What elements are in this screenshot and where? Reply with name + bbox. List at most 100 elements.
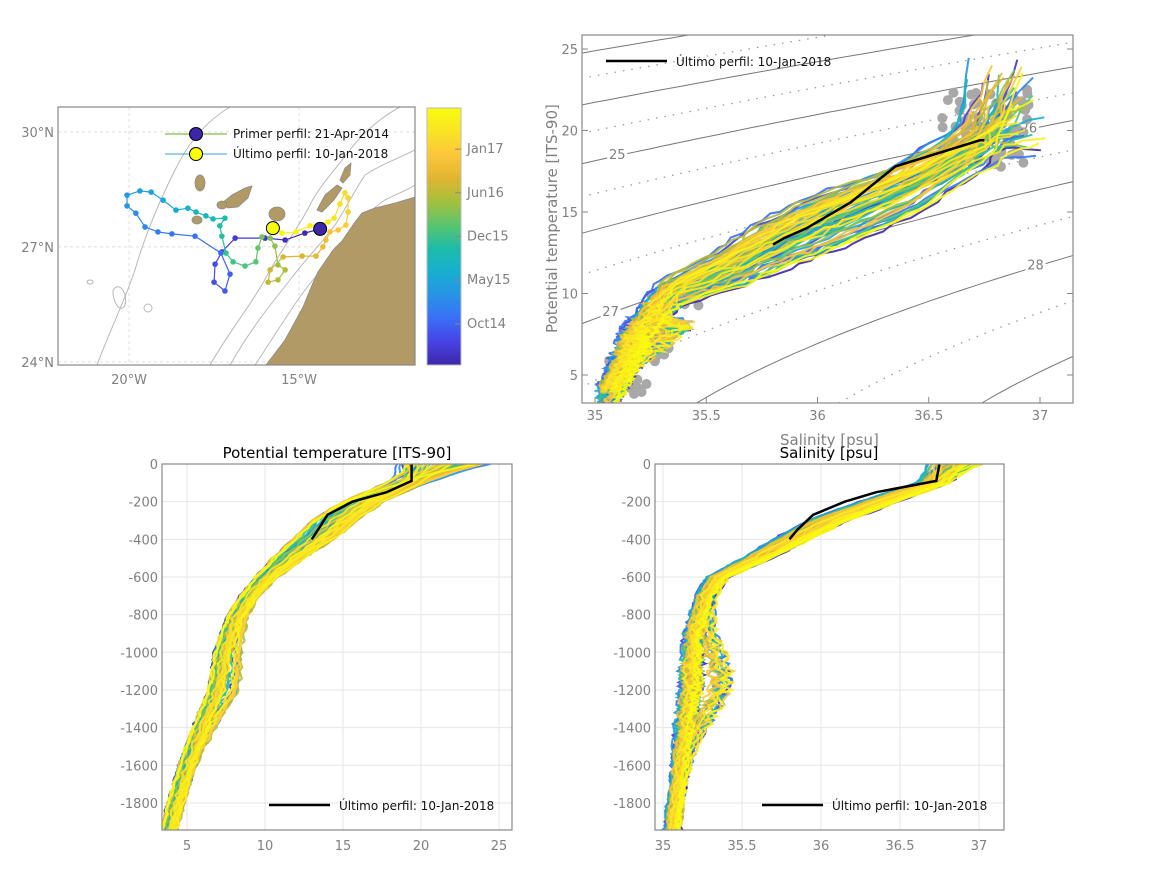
track-point [185,205,191,211]
temperature-profile-line [162,464,446,830]
island-fuerteventura [316,184,343,213]
island-gran-canaria [268,206,286,222]
track-point [212,261,218,267]
temperature-profile-line [162,464,440,830]
temperature-profile-line [163,464,459,830]
legend-marker [189,127,203,141]
historical-point [948,87,959,98]
historical-point [966,89,977,100]
temperature-profile-line [162,464,398,830]
track-point [342,190,348,196]
temperature-axes-frame [161,463,513,831]
ts-profile-line [601,122,1020,392]
historical-point [937,113,948,124]
track-segment [284,232,306,241]
map-legend-label: Primer perfil: 21-Apr-2014 [233,127,389,141]
temperature-profile-line [162,464,417,830]
temperature-profile-line [173,464,414,830]
temperature-ytick-label: -1400 [120,722,158,737]
density-contour [582,35,978,106]
island-la-palma [194,174,206,192]
map-xtick-label: 20°W [111,373,147,388]
temperature-legend-label: Último perfil: 10-Jan-2018 [339,798,494,813]
track-point [222,288,228,294]
ts-ylabel: Potential temperature [ITS-90] [543,104,561,333]
map-ytick-label: 24°N [21,356,54,371]
density-contour-dotted [582,41,1073,134]
temperature-profile-line [162,464,419,830]
colorbar-tick-label: Dec15 [467,230,509,245]
colorbar-tick-labels: Jan17 Jun16 Dec15 May15 Oct14 [455,142,510,332]
salinity-profile-panel: 35 35.5 36 36.5 37 0 -200 -400 -600 -800 -1000 -120… [613,444,1005,854]
track-point [155,229,161,235]
track-point [337,201,343,207]
track-point [275,277,281,283]
track-point [142,224,148,230]
salinity-xtick-label: 36.5 [886,839,915,854]
temperature-profile-line [172,464,430,830]
temperature-profile-line [162,464,410,829]
track-point [331,215,337,221]
temperature-profile-line [163,464,449,830]
temperature-profile-line [164,464,450,830]
track-segment [194,235,222,254]
ts-xtick-label: 36 [809,409,826,424]
track-point [160,197,166,203]
ts-ytick-label: 5 [570,369,578,384]
salinity-ytick-label: -1600 [613,759,651,774]
density-label-bg [607,146,628,161]
colorbar-tick-label: Oct14 [467,317,506,332]
temperature-title: Potential temperature [ITS-90] [223,444,452,462]
salinity-ytick-label: -200 [621,496,651,511]
temperature-profile-line [162,464,423,830]
temperature-profile-line [170,464,437,830]
density-label-bg [600,303,621,318]
island-lanzarote [339,162,352,184]
track-point [253,259,259,265]
bathymetry-contour [209,107,401,365]
salinity-profiles [661,464,984,830]
temperature-profile-line [173,464,413,830]
temperature-profile-line [171,464,435,830]
temperature-xtick-label: 25 [491,839,508,854]
ts-xtick-label: 37 [1032,409,1049,424]
map-panel: 20°W 15°W 30°N 27°N 24°N Primer perfil: 21-A… [21,106,416,388]
salinity-ytick-label: -400 [621,533,651,548]
track-point [343,222,349,228]
density-label: 28 [1027,259,1044,274]
colorbar: Jan17 Jun16 Dec15 May15 Oct14 [426,107,510,366]
density-label: 27 [602,305,619,320]
salinity-ytick-label: 0 [643,458,651,473]
map-ytick-label: 30°N [21,126,54,141]
density-label: 29 [932,423,949,438]
temperature-legend: Último perfil: 10-Jan-2018 [269,798,494,813]
salinity-ytick-label: -1400 [613,722,651,737]
temperature-profile-line [167,464,447,830]
island-la-gomera [216,200,228,210]
track-point [222,215,228,221]
ts-ytick-label: 15 [561,206,578,221]
temperature-profile-line [170,464,417,830]
track-point [137,188,143,194]
historical-point [1022,88,1033,99]
track-point [217,223,223,229]
ts-tick-labels: 35 35.5 36 36.5 37 5 10 15 20 25 [561,43,1073,424]
land [191,162,415,365]
density-contour [582,35,693,54]
track-point [335,227,341,233]
map-axes-frame [57,106,416,366]
temperature-profile-line [166,464,418,830]
track-segment [220,252,231,275]
temperature-profile-line [170,464,415,830]
colorbar-tick-label: Jun16 [466,186,504,201]
map-tick-labels: 20°W 15°W 30°N 27°N 24°N [21,126,317,388]
ts-axes-frame [581,34,1074,404]
track-segment [221,236,227,254]
temperature-ytick-label: -1800 [120,797,158,812]
temperature-ytick-label: -1200 [120,684,158,699]
historical-point [641,379,652,390]
last-salinity-profile-line [788,464,941,541]
salinity-xtick-label: 36 [813,839,830,854]
track-point [302,230,308,236]
salinity-tick-labels: 35 35.5 36 36.5 37 0 -200 -400 -600 -800 -1000 -120… [613,458,987,854]
